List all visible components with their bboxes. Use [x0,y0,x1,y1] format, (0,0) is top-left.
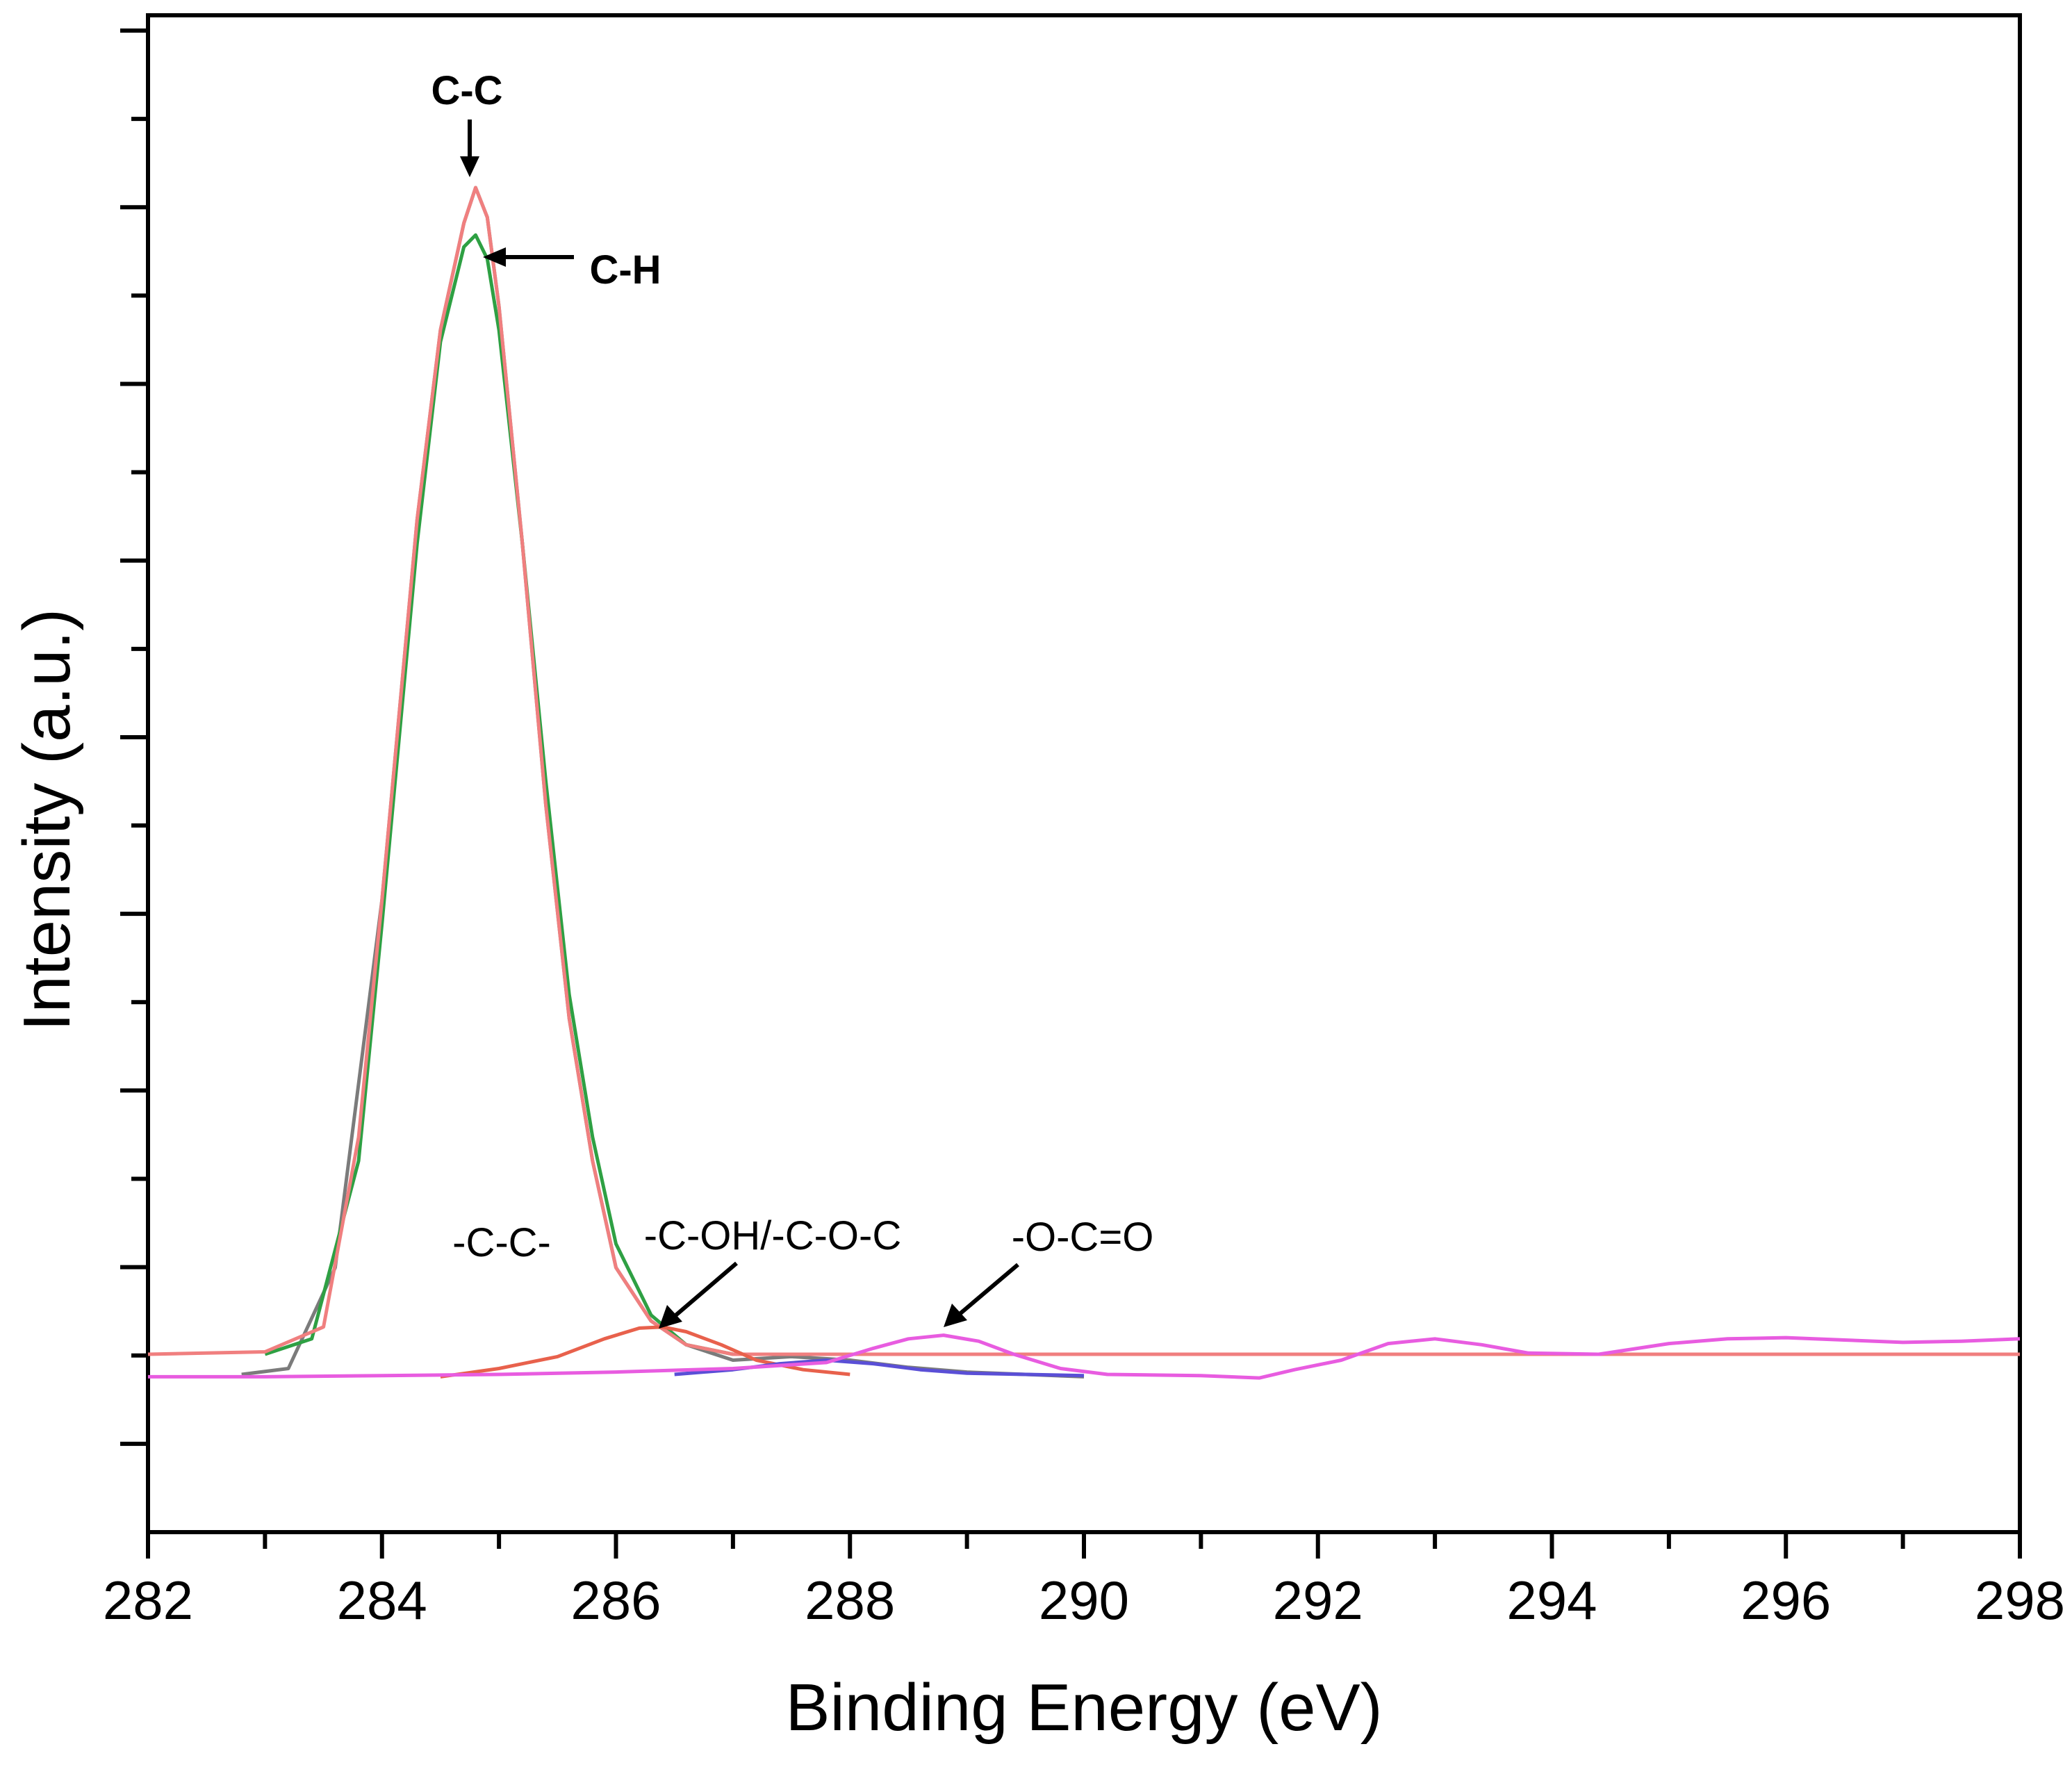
series-line-1 [264,233,734,1356]
annotation-c-c-chain: -C-C- [452,1220,551,1265]
x-tick-label: 298 [1975,1570,2065,1631]
annotation-c-oh-c-o-c: -C-OH/-C-O-C [644,1213,901,1258]
x-axis-title: Binding Energy (eV) [785,1670,1382,1745]
arrow-c-oh [673,1261,738,1319]
x-tick-label: 286 [570,1570,661,1631]
series-line-3 [440,1325,850,1379]
arrowhead-o-c-o [944,1304,967,1327]
x-tick-label: 296 [1741,1570,1831,1631]
plot-axes: 282 284 286 288 290 292 294 296 298 [103,13,2065,1631]
plot-frame [146,13,2022,1534]
arrowhead-c-h [483,247,506,267]
x-tick-label: 290 [1039,1570,1129,1631]
annotation-o-c-o: -O-C=O [1012,1215,1154,1260]
y-axis-title: Intensity (a.u.) [10,609,84,1031]
series-line-0 [241,186,1085,1379]
x-tick-label: 284 [337,1570,427,1631]
annotation-c-h: C-H [589,247,661,293]
x-tick-label: 282 [103,1570,193,1631]
series-line-5 [148,1333,2021,1380]
x-tick-label: 288 [805,1570,895,1631]
x-tick-label: 292 [1273,1570,1363,1631]
annotation-c-c: C-C [431,68,502,113]
arrowhead-c-c [460,156,479,177]
arrowhead-c-oh [659,1305,682,1329]
x-tick-label: 294 [1506,1570,1597,1631]
arrow-o-c-o [957,1263,1019,1317]
spectrum-curves [147,186,2021,1380]
series-line-2 [147,186,2020,1356]
